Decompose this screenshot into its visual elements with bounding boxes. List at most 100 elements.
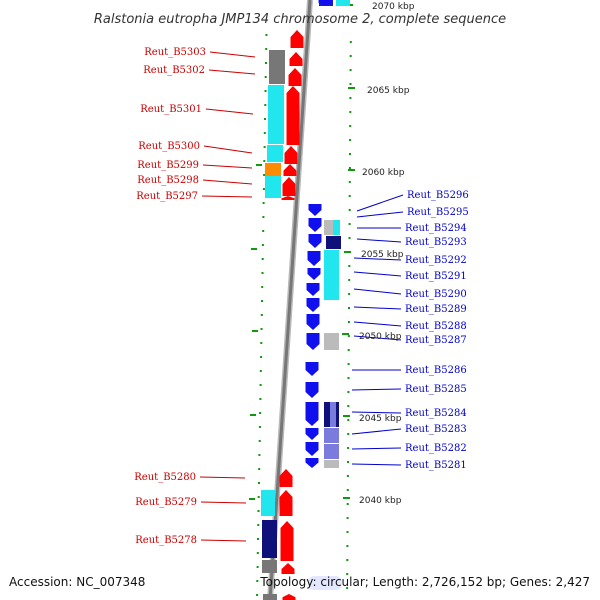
major-tick — [343, 497, 350, 499]
tick-dot — [256, 594, 259, 596]
tick-dot — [348, 293, 351, 295]
gene-label[interactable]: Reut_B5299 — [137, 160, 199, 171]
reverse-gene-arrow — [308, 218, 322, 232]
feature-box — [269, 67, 285, 84]
tick-dot — [256, 580, 259, 582]
feature-box — [268, 85, 284, 144]
tick-dot — [348, 279, 351, 281]
leader-line — [356, 238, 402, 243]
gene-label[interactable]: Reut_B5300 — [138, 141, 200, 152]
tick-dot — [261, 272, 264, 274]
gene-label[interactable]: Reut_B5302 — [143, 65, 205, 76]
backbone-group — [267, 0, 313, 600]
gene-label[interactable]: Reut_B5293 — [405, 237, 467, 248]
accession-text: Accession: NC_007348 — [9, 575, 145, 589]
gene-label[interactable]: Reut_B5294 — [405, 223, 467, 234]
tick-dot — [347, 335, 350, 337]
left-gene-labels: Reut_B5303 Reut_B5302 Reut_B5301 Reut_B5300… — [134, 47, 206, 546]
tick-dot — [346, 559, 349, 561]
tick-dot — [348, 181, 351, 183]
shade-boxes — [261, 0, 350, 600]
tick-dot — [264, 118, 266, 120]
gene-label[interactable]: Reut_B5280 — [134, 472, 196, 483]
leader-line — [351, 411, 402, 414]
tick-dot — [262, 230, 265, 232]
tick-dot — [257, 510, 260, 512]
forward-gene-arrow — [288, 68, 302, 86]
major-tick — [251, 248, 257, 250]
feature-box — [333, 220, 340, 235]
forward-gene-arrow — [279, 490, 293, 516]
scale-label: 2050 kbp — [359, 332, 402, 342]
tick-dot — [347, 363, 350, 365]
gene-label[interactable]: Reut_B5288 — [405, 321, 467, 332]
gene-label[interactable]: Reut_B5279 — [135, 497, 197, 508]
gene-label[interactable]: Reut_B5291 — [405, 271, 467, 282]
gene-label[interactable]: Reut_B5298 — [137, 175, 199, 186]
tick-dot — [346, 573, 349, 575]
gene-label[interactable]: Reut_B5286 — [405, 365, 467, 376]
gene-label[interactable]: Reut_B5303 — [144, 47, 206, 58]
forward-gene-arrow — [280, 521, 294, 561]
tick-dot — [260, 342, 263, 344]
tick-dot — [347, 377, 350, 379]
reverse-gene-arrow — [305, 402, 319, 426]
gene-label[interactable]: Reut_B5292 — [405, 255, 467, 266]
tick-dot — [263, 146, 266, 148]
tick-dot — [349, 139, 352, 141]
tick-dot — [349, 41, 352, 43]
forward-gene-arrow — [279, 469, 293, 487]
tick-dot — [261, 300, 263, 302]
scale-label: 2055 kbp — [361, 250, 404, 260]
leader-line — [200, 501, 247, 504]
tick-dot — [346, 587, 349, 589]
tick-dot — [264, 76, 267, 78]
tick-dot — [347, 321, 350, 323]
tick-dot — [263, 174, 266, 176]
major-tick — [250, 414, 256, 416]
major-tick — [348, 169, 355, 171]
feature-box — [262, 520, 277, 558]
gene-label[interactable]: Reut_B5296 — [407, 190, 469, 201]
tick-dot — [348, 265, 351, 267]
tick-dot — [349, 55, 352, 57]
leader-line — [356, 194, 404, 212]
gene-label[interactable]: Reut_B5295 — [407, 207, 469, 218]
tick-dot — [258, 426, 261, 428]
gene-label[interactable]: Reut_B5281 — [405, 460, 467, 471]
gene-label[interactable]: Reut_B5297 — [136, 191, 198, 202]
tick-dot — [259, 398, 262, 400]
tick-dot — [348, 307, 350, 309]
gene-label[interactable]: Reut_B5301 — [140, 104, 202, 115]
gene-label[interactable]: Reut_B5289 — [405, 304, 467, 315]
tick-dot — [260, 356, 263, 358]
gene-label[interactable]: Reut_B5282 — [405, 443, 467, 454]
tick-dot — [347, 461, 349, 463]
gene-label[interactable]: Reut_B5285 — [405, 384, 467, 395]
leader-line — [353, 271, 402, 277]
gene-label[interactable]: Reut_B5283 — [405, 424, 467, 435]
reverse-gene-arrow — [305, 442, 319, 456]
leader-line — [201, 195, 253, 198]
feature-box — [324, 333, 339, 350]
scale-label: 2060 kbp — [362, 168, 405, 178]
leader-line — [353, 335, 402, 341]
genome-backbone-core — [268, 0, 312, 600]
gene-label[interactable]: Reut_B5287 — [405, 335, 467, 346]
gene-label[interactable]: Reut_B5290 — [405, 289, 467, 300]
gene-label[interactable]: Reut_B5284 — [405, 408, 467, 419]
gene-label[interactable]: Reut_B5278 — [135, 535, 197, 546]
tick-dot — [346, 517, 349, 519]
tick-dot — [258, 482, 260, 484]
leader-line — [209, 51, 256, 58]
tick-dot — [260, 328, 263, 330]
feature-box — [326, 236, 341, 249]
leader-line — [205, 108, 254, 115]
leader-line — [200, 539, 247, 542]
tick-dot — [347, 391, 350, 393]
tick-dot — [262, 188, 265, 190]
reverse-gene-arrow — [305, 458, 319, 468]
tick-dot — [262, 216, 265, 218]
leader-line — [351, 428, 402, 435]
